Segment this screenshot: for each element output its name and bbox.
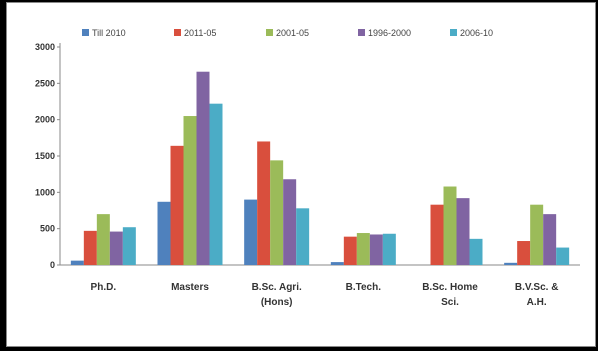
bar <box>356 233 370 265</box>
bar <box>196 71 210 265</box>
y-tick-label: 2000 <box>35 115 55 125</box>
bar <box>469 238 483 265</box>
bar <box>530 204 544 265</box>
bar <box>369 234 383 265</box>
y-tick-label: 1000 <box>35 187 55 197</box>
bar <box>504 262 518 265</box>
bar <box>296 208 310 265</box>
legend-swatch <box>266 29 273 36</box>
bar <box>270 160 284 265</box>
bar <box>109 231 123 265</box>
bar <box>209 103 223 266</box>
y-tick-label: 0 <box>50 260 55 270</box>
legend-swatch <box>450 29 457 36</box>
y-tick-label: 1500 <box>35 151 55 161</box>
bar <box>517 241 531 265</box>
bar <box>283 179 297 265</box>
chart-frame <box>6 2 596 347</box>
category-label: B.V.Sc. & A.H. <box>515 282 559 308</box>
bar <box>170 145 184 265</box>
legend-label: 1996-2000 <box>368 28 411 38</box>
bar <box>382 233 396 265</box>
legend-swatch <box>358 29 365 36</box>
bar <box>183 116 197 266</box>
y-tick-label: 500 <box>40 224 55 234</box>
bar <box>556 247 570 265</box>
category-labels: Ph.D. Masters B.Sc. Agri. (Hons) B.Tech. B.Sc… <box>91 282 559 308</box>
y-tick-labels: 0 500 1000 1500 2000 2500 3000 <box>35 42 60 270</box>
bar <box>343 236 357 265</box>
bar <box>330 262 344 265</box>
bar <box>157 201 171 265</box>
category-label: B.Sc. Agri. (Hons) <box>252 282 302 308</box>
bar <box>83 230 97 265</box>
bar <box>456 198 470 265</box>
legend-label: 2006-10 <box>460 28 493 38</box>
bars <box>70 71 570 266</box>
bar <box>430 204 444 265</box>
legend-label: Till 2010 <box>92 28 126 38</box>
category-label: B.Tech. <box>346 282 382 293</box>
y-tick-label: 3000 <box>35 42 55 52</box>
bar <box>122 227 136 265</box>
category-label: Ph.D. <box>91 282 117 293</box>
bar <box>96 214 110 265</box>
bar <box>443 186 457 265</box>
bar <box>70 260 84 265</box>
legend-swatch <box>82 29 89 36</box>
y-tick-label: 2500 <box>35 78 55 88</box>
legend-swatch <box>174 29 181 36</box>
bar <box>543 214 557 265</box>
legend: Till 2010 2011-05 2001-05 1996-2000 2006-10 <box>82 28 493 38</box>
category-label: B.Sc. Home Sci. <box>422 282 478 308</box>
category-label: Masters <box>171 282 209 293</box>
bar <box>257 141 271 265</box>
legend-label: 2001-05 <box>276 28 309 38</box>
bar <box>244 199 258 265</box>
legend-label: 2011-05 <box>184 28 216 38</box>
